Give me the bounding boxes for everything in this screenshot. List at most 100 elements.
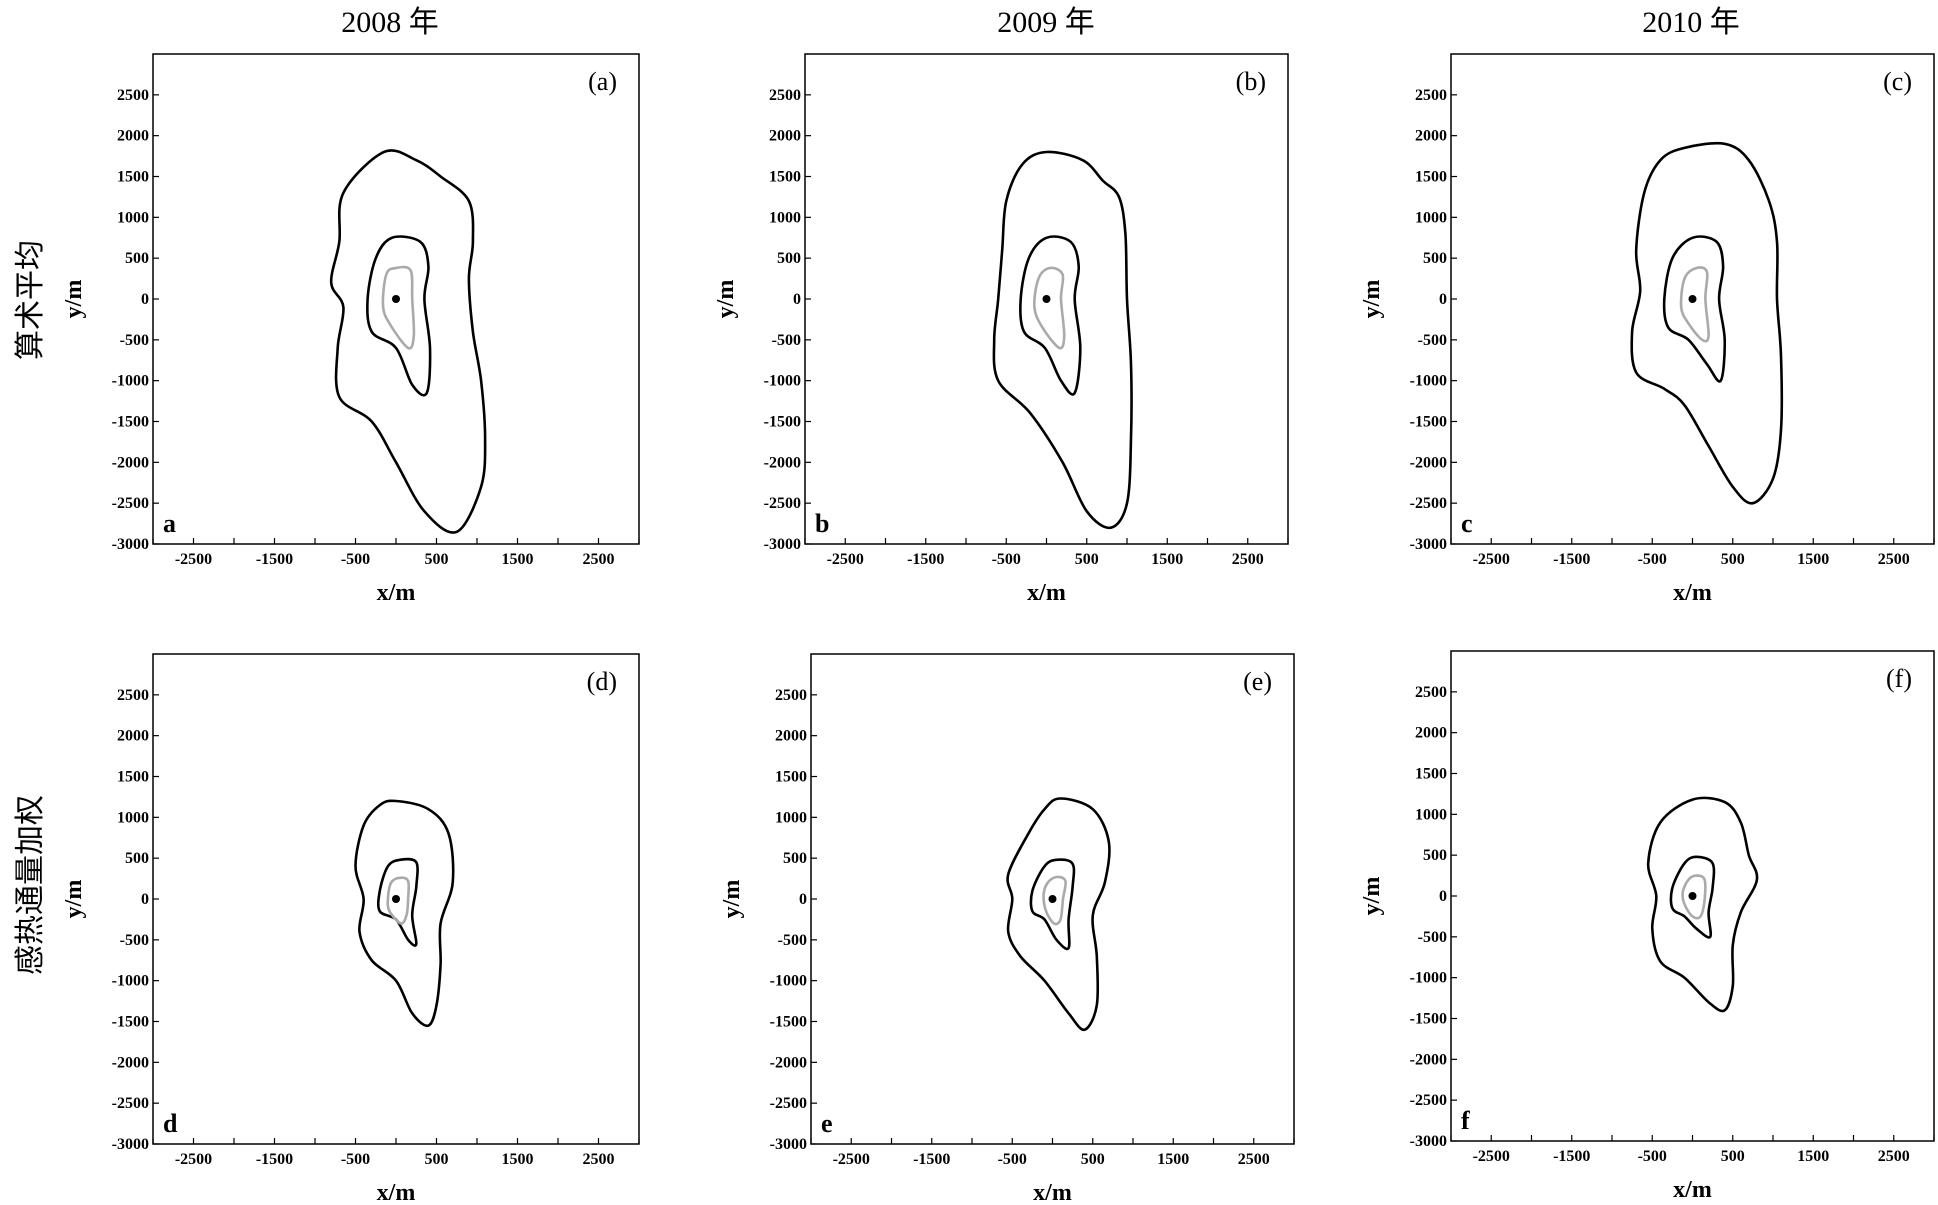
tower-point — [392, 895, 400, 903]
y-tick-label: 0 — [793, 291, 801, 308]
y-tick-label: -1500 — [112, 1014, 149, 1031]
footprint-contour-3 — [1681, 874, 1707, 920]
y-axis-label: y/m — [713, 280, 739, 319]
footprint-contour-1 — [1630, 141, 1784, 505]
y-tick-label: 1000 — [1415, 806, 1447, 823]
y-tick-label: 1500 — [117, 169, 149, 186]
row-titles: 算术平均 感热通量加权 — [14, 240, 47, 975]
x-tick-label: -2500 — [827, 551, 864, 568]
tower-point — [392, 295, 400, 303]
y-tick-label: 1500 — [1415, 766, 1447, 783]
y-tick-label: 500 — [1423, 250, 1447, 267]
y-tick-label: -2500 — [112, 495, 149, 512]
y-tick-label: -1000 — [1410, 970, 1447, 987]
tower-point — [1048, 895, 1057, 903]
y-tick-label: 0 — [1439, 888, 1447, 905]
y-tick-label: 1000 — [775, 809, 807, 826]
y-tick-label: -2000 — [1410, 454, 1447, 471]
x-tick-label: 1500 — [502, 1151, 534, 1168]
y-tick-label: -500 — [772, 332, 801, 349]
y-tick-label: -500 — [120, 332, 149, 349]
y-tick-label: 2000 — [117, 128, 149, 145]
y-tick-label: -1000 — [764, 373, 801, 390]
x-tick-label: 500 — [1721, 551, 1745, 568]
y-tick-label: -2500 — [112, 1095, 149, 1112]
y-tick-label: -1000 — [770, 973, 807, 990]
y-tick-label: -2500 — [1410, 1092, 1447, 1109]
x-axis-label: x/m — [1673, 580, 1712, 606]
panel-letter: a — [163, 509, 176, 538]
panel-tag: (c) — [1883, 67, 1912, 96]
footprint-contour-1 — [992, 150, 1133, 530]
tower-point — [1688, 892, 1697, 900]
y-tick-label: 2500 — [117, 87, 149, 104]
y-tick-label: 0 — [141, 891, 149, 908]
y-tick-label: -1500 — [764, 414, 801, 431]
tower-point — [1042, 295, 1051, 303]
y-tick-label: 0 — [799, 891, 807, 908]
x-tick-label: -1500 — [913, 1151, 950, 1168]
x-tick-label: -1500 — [256, 551, 293, 568]
footprint-contour-2 — [366, 235, 432, 397]
y-tick-label: -2500 — [770, 1095, 807, 1112]
y-tick-label: 2500 — [775, 687, 807, 704]
x-tick-label: 2500 — [1878, 551, 1910, 568]
x-tick-label: -500 — [998, 1151, 1027, 1168]
panel-d: -2500 -1500 -500 500 1500 2500 2500 2000 1500 100… — [61, 653, 640, 1205]
panel-letter: c — [1461, 509, 1473, 538]
footprint-contour-2 — [1029, 858, 1076, 951]
panel-letter: f — [1461, 1106, 1470, 1135]
panel-a: -2500 -1500 -500 500 1500 2500 2500 2000 1500 100… — [61, 53, 640, 606]
x-tick-label: 500 — [1075, 551, 1099, 568]
panel-letter: d — [163, 1109, 178, 1138]
x-tick-label: 1500 — [1797, 551, 1829, 568]
x-tick-label: 2500 — [1878, 1148, 1910, 1165]
y-tick-label: -2000 — [112, 1054, 149, 1071]
y-tick-label: 500 — [125, 850, 149, 867]
y-tick-label: 2500 — [1415, 87, 1447, 104]
x-tick-label: 500 — [1721, 1148, 1745, 1165]
panel-c: -2500 -1500 -500 500 1500 2500 2500 2000 1500 100… — [1359, 53, 1935, 606]
x-axis-label: x/m — [1033, 1180, 1072, 1205]
x-tick-label: 1500 — [502, 551, 534, 568]
y-tick-label: -500 — [1418, 332, 1447, 349]
y-tick-label: -1500 — [770, 1014, 807, 1031]
column-title-2010: 2010 年 — [1642, 6, 1740, 39]
y-tick-label: -1000 — [112, 373, 149, 390]
y-tick-label: -3000 — [112, 1136, 149, 1153]
y-tick-label: 1000 — [117, 809, 149, 826]
x-tick-label: -2500 — [1473, 1148, 1510, 1165]
y-tick-label: -3000 — [1410, 536, 1447, 553]
x-tick-label: -500 — [992, 551, 1021, 568]
footprint-contour-3 — [1679, 266, 1710, 343]
footprint-contour-1 — [1006, 797, 1111, 1032]
y-tick-label: 500 — [783, 850, 807, 867]
footprint-contour-3 — [1042, 875, 1067, 926]
panel-tag: (e) — [1243, 667, 1272, 696]
panel-tag: (f) — [1886, 664, 1912, 693]
y-tick-label: 1500 — [775, 769, 807, 786]
x-axis-label: x/m — [1673, 1177, 1712, 1203]
footprint-contour-1 — [329, 149, 487, 534]
y-tick-label: 2500 — [117, 687, 149, 704]
y-tick-label: 2000 — [775, 728, 807, 745]
panel-f: -2500 -1500 -500 500 1500 2500 2500 2000 1500 100… — [1359, 650, 1935, 1203]
footprint-contour-2 — [1019, 235, 1082, 396]
y-tick-label: -1000 — [112, 973, 149, 990]
x-tick-label: 2500 — [583, 551, 615, 568]
x-tick-label: 1500 — [1157, 1151, 1189, 1168]
y-tick-label: 1500 — [769, 169, 801, 186]
y-tick-label: -1500 — [1410, 414, 1447, 431]
y-tick-label: -2000 — [1410, 1051, 1447, 1068]
y-tick-label: 1000 — [769, 209, 801, 226]
panel-tag: (b) — [1236, 67, 1266, 96]
y-tick-label: 1000 — [117, 209, 149, 226]
y-tick-label: 1500 — [117, 769, 149, 786]
footprint-contour-1 — [1646, 796, 1759, 1013]
panels: -2500 -1500 -500 500 1500 2500 2500 2000 1500 100… — [61, 53, 1935, 1205]
y-tick-label: 2000 — [769, 128, 801, 145]
x-tick-label: -1500 — [1553, 1148, 1590, 1165]
x-tick-label: -500 — [341, 1151, 370, 1168]
footprint-contour-2 — [1669, 855, 1716, 939]
y-tick-label: -2500 — [1410, 495, 1447, 512]
